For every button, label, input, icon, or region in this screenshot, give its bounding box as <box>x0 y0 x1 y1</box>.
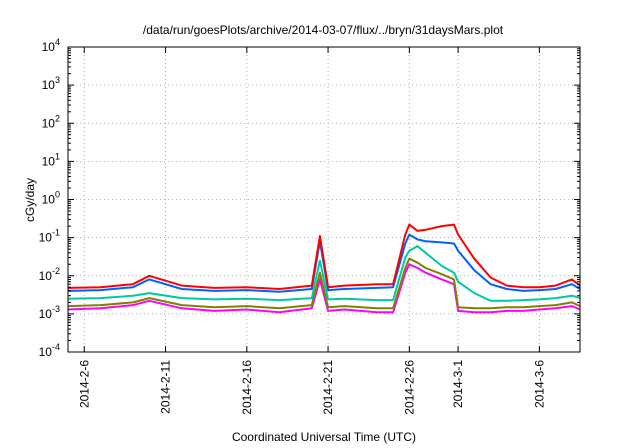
plot-frame <box>67 46 581 353</box>
y-tick-label: 102 <box>42 113 60 130</box>
y-tick-label: 10-4 <box>39 342 60 359</box>
chart-title: /data/run/goesPlots/archive/2014-03-07/f… <box>143 23 504 37</box>
x-axis-label: Coordinated Universal Time (UTC) <box>232 430 416 444</box>
x-tick-label: 2014-3-6 <box>532 360 546 408</box>
x-tick-label: 2014-3-1 <box>451 360 465 408</box>
y-tick-label: 104 <box>42 37 60 54</box>
x-tick-label: 2014-2-21 <box>321 360 335 415</box>
y-tick-label: 103 <box>42 75 60 92</box>
y-axis-label: cGy/day <box>23 178 37 222</box>
x-tick-label: 2014-2-26 <box>402 360 416 415</box>
x-tick-label: 2014-2-6 <box>77 360 91 408</box>
plot-area <box>67 223 581 314</box>
x-tick-label: 2014-2-11 <box>159 360 173 414</box>
series-line-4 <box>67 233 581 293</box>
y-tick-label: 100 <box>42 190 60 207</box>
y-tick-label: 10-3 <box>39 304 60 321</box>
y-tick-label: 101 <box>42 151 60 168</box>
y-tick-label: 10-1 <box>39 228 60 245</box>
series-line-1 <box>67 263 581 314</box>
series-line-5 <box>67 223 581 290</box>
series-line-3 <box>67 245 581 302</box>
grid <box>68 47 580 352</box>
series-line-2 <box>67 257 581 310</box>
y-tick-label: 10-2 <box>39 266 60 283</box>
x-axis-ticks: 2014-2-6 2014-2-11 2014-2-16 2014-2-21 2014-… <box>77 47 546 415</box>
x-tick-label: 2014-2-16 <box>240 360 254 415</box>
